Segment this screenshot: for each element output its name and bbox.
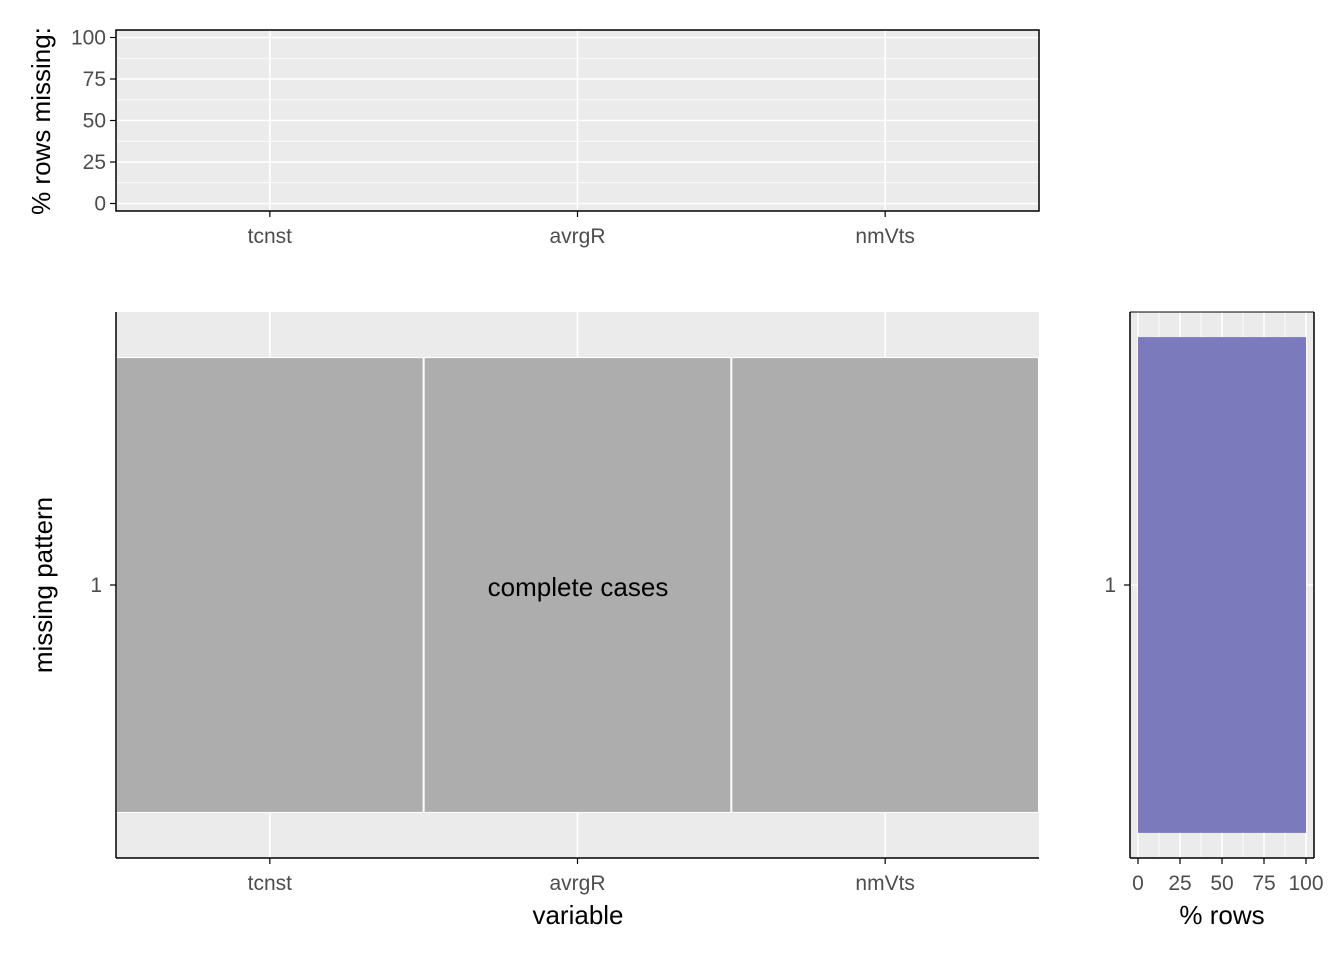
top-panel-x-ticks: tcnst avrgR nmVts [248, 211, 915, 248]
right-panel: 1 0 25 50 75 100 % rows [1104, 311, 1324, 930]
top-y-tick-label: 50 [83, 110, 106, 133]
right-x-tick-label: 75 [1252, 872, 1275, 895]
top-y-tick-label: 0 [94, 193, 106, 216]
main-x-axis-title: variable [532, 900, 623, 930]
top-panel: 0 25 50 75 100 tcnst avrgR nmVts % rows missin… [26, 27, 1040, 248]
top-y-tick-label: 75 [83, 68, 106, 91]
main-y-tick-label: 1 [90, 574, 102, 597]
main-panel: complete cases 1 tcnst avrgR nmVts variabl… [28, 312, 1039, 930]
main-y-axis-title: missing pattern [28, 497, 58, 673]
main-panel-y-ticks: 1 [90, 574, 116, 597]
right-x-tick-label: 0 [1132, 872, 1144, 895]
right-panel-y-ticks: 1 [1104, 574, 1130, 597]
pattern-tile [116, 357, 424, 813]
complete-cases-label: complete cases [488, 572, 669, 602]
right-panel-bars [1138, 337, 1306, 833]
top-x-tick-label: nmVts [855, 225, 915, 248]
right-x-axis-title: % rows [1179, 900, 1264, 930]
main-panel-tiles [116, 357, 1039, 813]
right-panel-x-ticks: 0 25 50 75 100 [1132, 858, 1324, 895]
right-y-tick-label: 1 [1104, 574, 1116, 597]
right-x-tick-label: 50 [1210, 872, 1233, 895]
main-x-tick-label: tcnst [248, 872, 293, 895]
pattern-tile [731, 357, 1039, 813]
top-panel-gridlines [116, 30, 1039, 211]
top-x-tick-label: avrgR [549, 225, 605, 248]
main-x-tick-label: nmVts [855, 872, 915, 895]
top-x-tick-label: tcnst [248, 225, 293, 248]
main-panel-x-ticks: tcnst avrgR nmVts [248, 858, 915, 895]
right-x-tick-label: 25 [1168, 872, 1191, 895]
percent-rows-bar [1138, 337, 1306, 833]
top-y-axis-title: % rows missing: [26, 27, 56, 215]
top-y-tick-label: 25 [83, 151, 106, 174]
top-panel-y-ticks: 0 25 50 75 100 [71, 27, 116, 216]
right-x-tick-label: 100 [1288, 872, 1323, 895]
main-x-tick-label: avrgR [549, 872, 605, 895]
pattern-tile [423, 357, 732, 813]
top-y-tick-label: 100 [71, 27, 106, 50]
